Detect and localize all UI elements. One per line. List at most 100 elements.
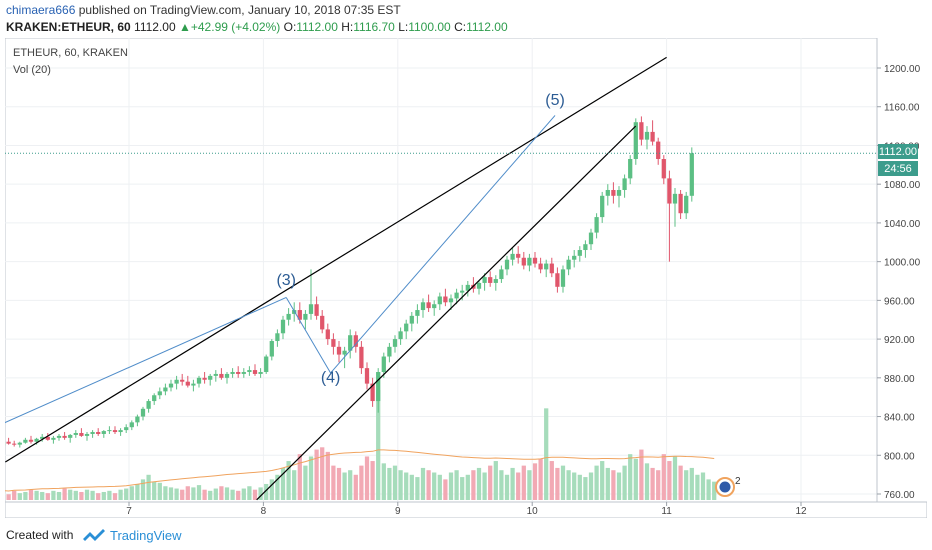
candle-body — [460, 290, 465, 293]
candle-body — [264, 356, 269, 373]
candle-body — [101, 431, 106, 434]
candle-body — [247, 370, 252, 373]
volume-bar — [348, 470, 353, 500]
volume-bar — [308, 456, 314, 500]
candle-body — [152, 395, 157, 402]
price-chart[interactable]: (3)(4)(5) 1200.001160.001120.001080.0010… — [5, 38, 927, 518]
candle-body — [381, 356, 386, 373]
footer: Created with TradingView — [0, 520, 932, 550]
candle-body — [280, 319, 286, 334]
volume-bar — [471, 470, 476, 500]
volume-bar — [359, 465, 364, 500]
wave-line — [330, 115, 556, 374]
volume-bar — [202, 489, 207, 500]
volume-bar — [454, 470, 459, 500]
candle-body — [510, 253, 515, 260]
candle-body — [297, 310, 302, 320]
volume-bar — [387, 467, 392, 500]
published-text: published on TradingView.com, January 10… — [78, 3, 401, 17]
candle-body — [84, 433, 90, 436]
time-tick-label: 10 — [527, 506, 539, 517]
candle-body — [308, 304, 314, 314]
candles — [5, 116, 694, 448]
volume-bar — [504, 474, 510, 500]
volume-bar — [510, 467, 515, 500]
tradingview-brand[interactable]: TradingView — [110, 528, 182, 543]
volume-bar — [488, 465, 493, 500]
volume-bar — [364, 456, 370, 500]
volume-bar — [600, 461, 605, 500]
candle-body — [656, 141, 661, 160]
candle-body — [398, 331, 403, 340]
trendlines[interactable] — [5, 56, 667, 501]
volume-bar — [527, 470, 532, 500]
volume-bar — [499, 470, 504, 500]
candle-body — [448, 298, 454, 303]
volume-bar — [269, 479, 274, 500]
event-badge[interactable]: 2 — [715, 476, 741, 497]
candle-body — [488, 277, 493, 283]
candle-body — [140, 408, 146, 417]
candle-body — [348, 335, 353, 351]
candle-body — [678, 193, 683, 214]
volume-bar — [342, 472, 347, 500]
volume-bar — [129, 486, 134, 500]
volume-bar — [409, 474, 414, 500]
volume-bar — [62, 488, 67, 500]
volume-bar — [605, 467, 610, 500]
volume-bar — [213, 488, 218, 500]
candle-body — [163, 387, 168, 392]
volume-bar — [275, 474, 280, 500]
candle-body — [241, 372, 246, 374]
candle-body — [404, 323, 409, 332]
candle-body — [17, 442, 22, 445]
price-tick-label: 960.00 — [884, 296, 915, 307]
wave-lines[interactable]: (3) (4) (5) — [5, 92, 565, 427]
candle-body — [364, 368, 370, 384]
volume-bar — [695, 474, 700, 500]
volume-bar — [34, 490, 39, 500]
volume-bar — [672, 456, 678, 500]
candle-body — [555, 273, 560, 287]
candle-body — [353, 335, 358, 347]
candle-body — [168, 383, 174, 388]
volume-bar — [191, 487, 196, 500]
last-price-tag-text: 1112.00 — [879, 146, 917, 158]
candle-body — [73, 433, 78, 435]
high-value: 1116.70 — [353, 20, 395, 34]
candle-body — [628, 159, 633, 179]
price-tick-label: 880.00 — [884, 374, 915, 385]
price-tick-label: 840.00 — [884, 413, 915, 424]
candle-body — [185, 381, 190, 386]
volume-bar — [90, 490, 95, 500]
volume-bar — [700, 472, 706, 500]
wave-label: (4) — [321, 370, 341, 387]
volume-bar — [560, 465, 566, 500]
candle-body — [538, 263, 543, 270]
candle-body — [684, 195, 689, 214]
volume-bar — [376, 390, 381, 500]
candle-body — [482, 277, 487, 283]
price-tick-label: 1160.00 — [884, 103, 920, 114]
volume-bar — [460, 477, 465, 500]
low-value: 1100.00 — [408, 20, 451, 34]
time-axis[interactable]: 7 8 9 10 11 12 — [126, 502, 807, 517]
volume-bar — [96, 493, 101, 500]
volume-bar — [443, 479, 448, 500]
volume-bar — [241, 488, 246, 500]
volume-bar — [404, 472, 409, 500]
volume-bar — [112, 493, 118, 500]
volume-bar — [230, 489, 235, 500]
volume-bar — [381, 463, 386, 500]
candle-body — [633, 122, 638, 160]
wave-line — [285, 297, 332, 374]
candle-body — [275, 333, 280, 342]
legend-symbol: ETHEUR, 60, KRAKEN — [13, 47, 128, 59]
author-link[interactable]: chimaera666 — [6, 3, 76, 17]
volume-bar — [286, 461, 291, 500]
candle-body — [499, 269, 504, 280]
volume-bar — [107, 490, 112, 500]
volume-bar — [152, 481, 157, 500]
open-value: 1112.00 — [296, 20, 338, 34]
candle-body — [667, 178, 672, 204]
